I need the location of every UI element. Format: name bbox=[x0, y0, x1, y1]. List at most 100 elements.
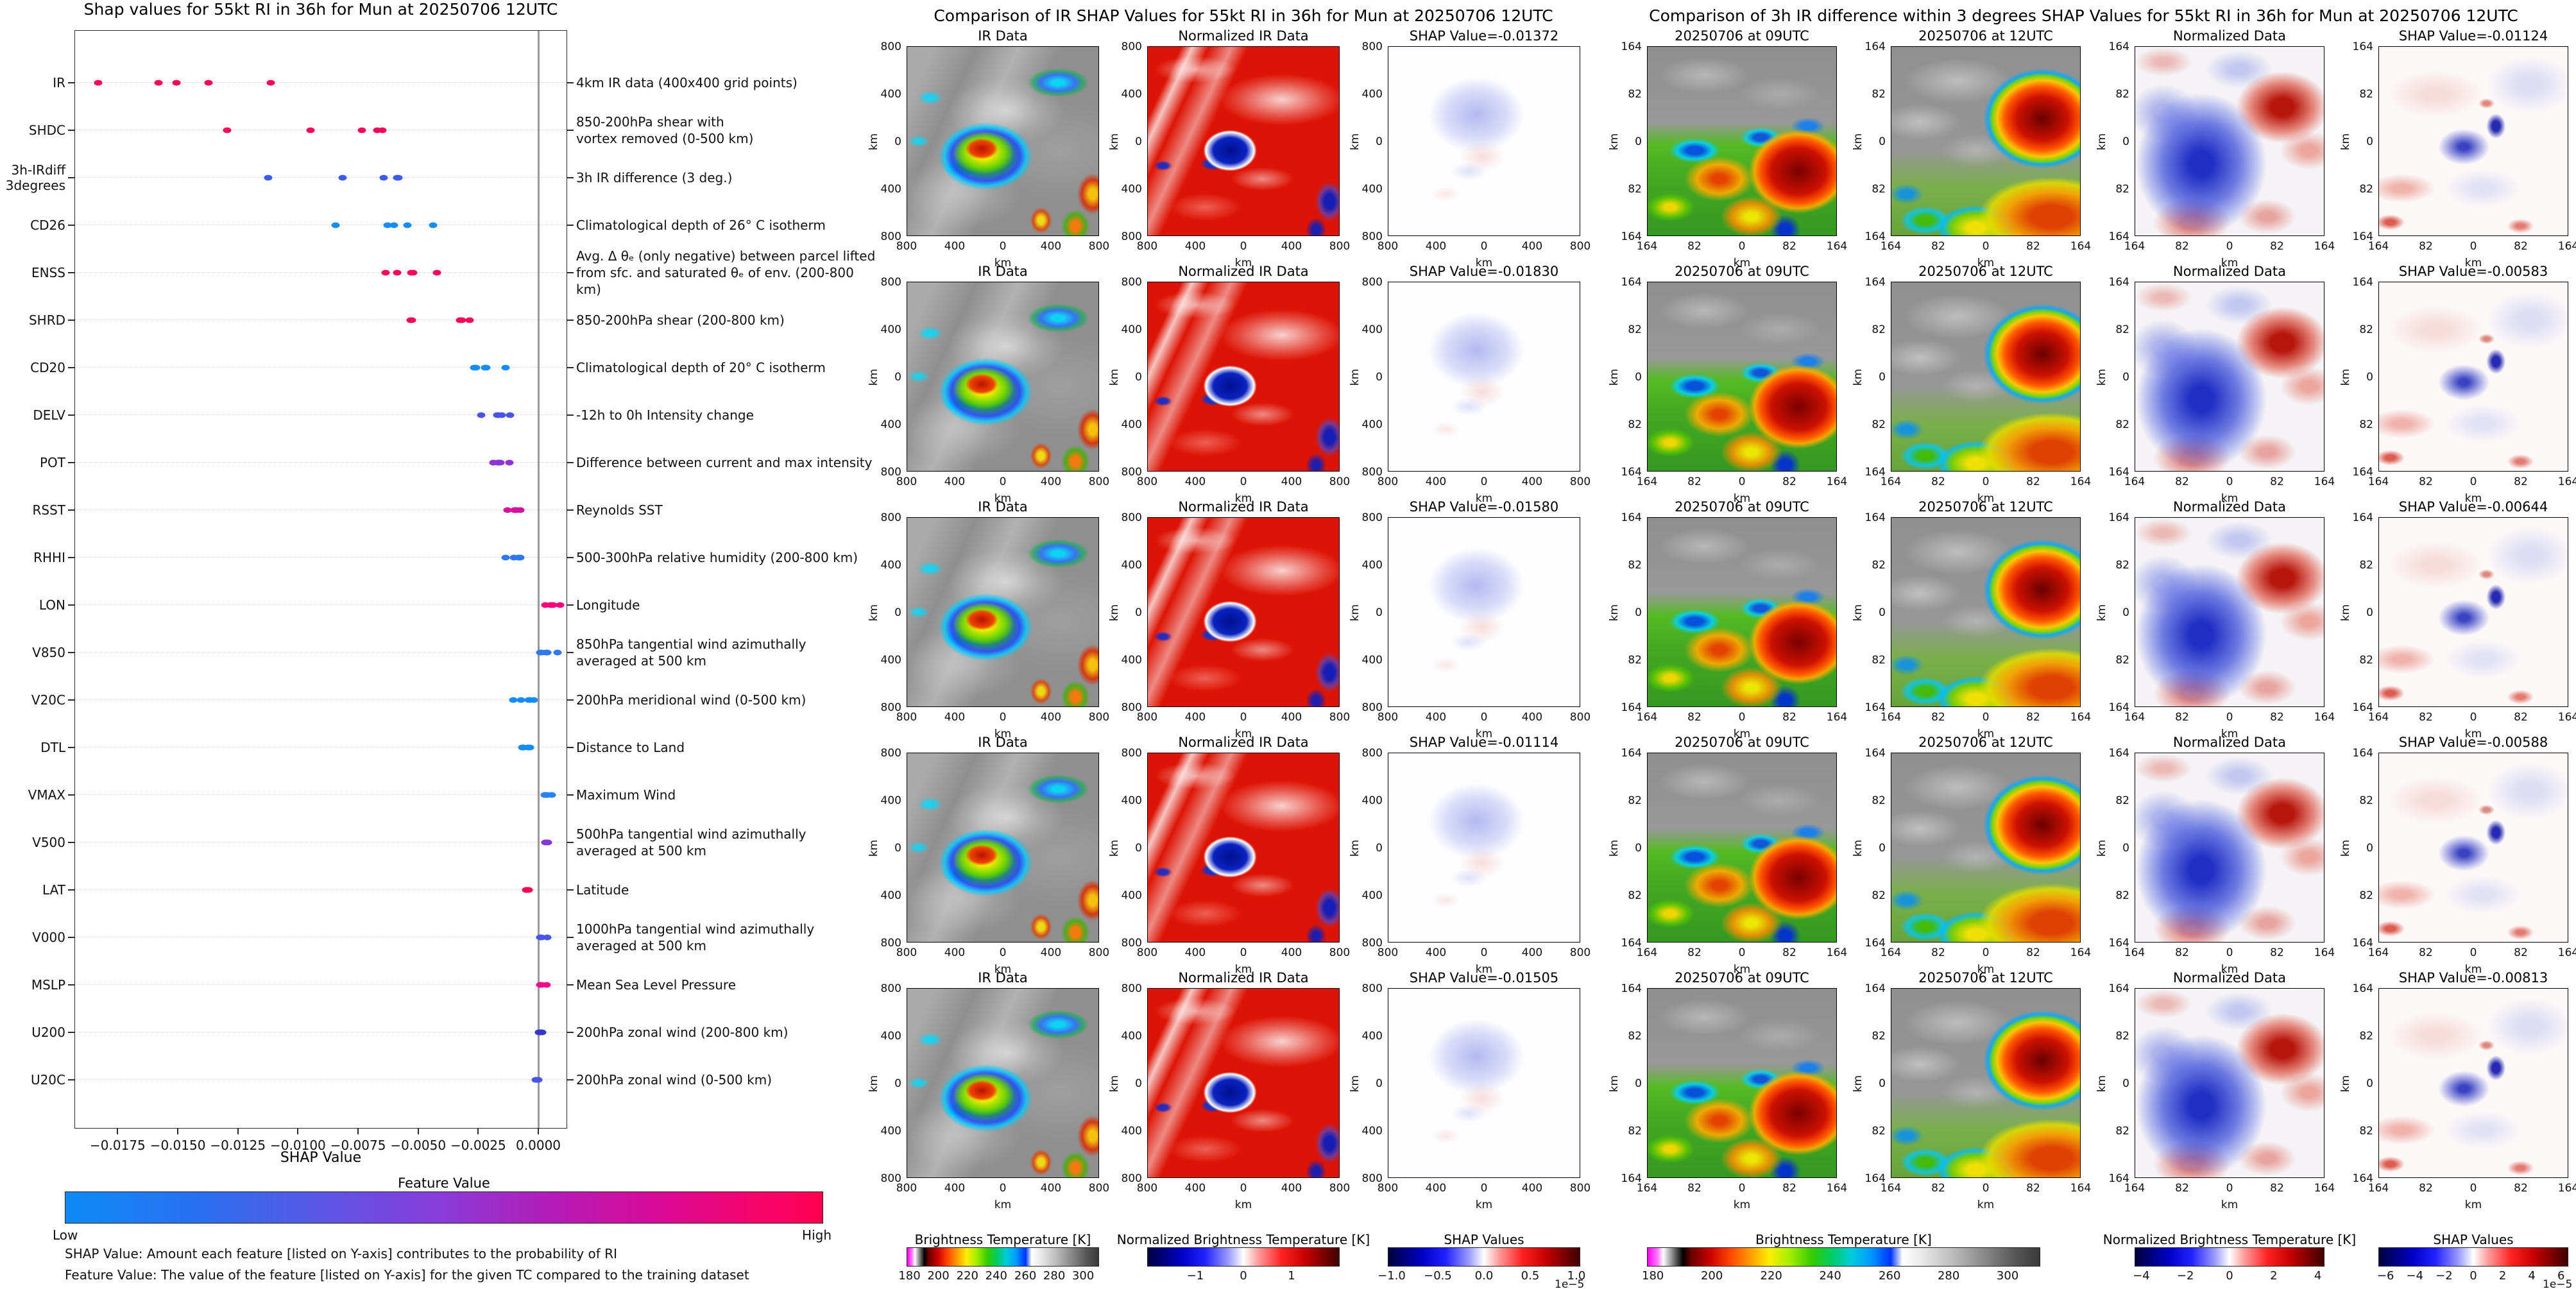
y-tick-label: 164 bbox=[2108, 701, 2129, 714]
x-tick-label: 800 bbox=[1329, 946, 1351, 959]
desc-tick-mark bbox=[567, 604, 574, 606]
x-axis-km-label: km bbox=[2221, 257, 2239, 269]
y-tick-label: 800 bbox=[880, 230, 901, 243]
y-tick-label: 164 bbox=[1621, 40, 1642, 53]
y-tick-label: 800 bbox=[1121, 276, 1142, 289]
x-tick-label: 164 bbox=[2367, 711, 2389, 724]
x-tick-label: −0.0175 bbox=[90, 1138, 146, 1153]
diff-shap-map bbox=[2378, 988, 2568, 1178]
desc-tick-mark bbox=[567, 937, 574, 938]
colorbar-tick-label: 200 bbox=[927, 1269, 950, 1283]
feature-label-DELV: DELV bbox=[33, 407, 65, 423]
y-tick-label: 82 bbox=[1872, 418, 1886, 431]
x-tick-label: 0 bbox=[1240, 240, 1247, 253]
y-tick-label: 0 bbox=[894, 371, 901, 384]
x-tick-label: 164 bbox=[1880, 475, 1902, 488]
x-tick-label: 164 bbox=[1880, 240, 1902, 253]
y-tick-label: 0 bbox=[1135, 842, 1142, 855]
y-tick-label: 82 bbox=[1628, 889, 1642, 902]
x-tick-label: 164 bbox=[1880, 711, 1902, 724]
feature-label-LAT: LAT bbox=[42, 882, 65, 898]
y-tick-label: 800 bbox=[880, 937, 901, 950]
x-tick-label: 400 bbox=[1281, 475, 1302, 488]
y-tick-label: 0 bbox=[1376, 1077, 1383, 1090]
shap-dot bbox=[465, 317, 474, 323]
x-tick-label: 164 bbox=[1826, 1182, 1848, 1195]
feature-desc-U200: 200hPa zonal wind (200-800 km) bbox=[576, 1025, 789, 1040]
subplot-title: 20250706 at 09UTC bbox=[1675, 499, 1809, 515]
y-tick-label: 800 bbox=[1121, 747, 1142, 760]
y-tick-label: 82 bbox=[1628, 794, 1642, 807]
x-tick-label: 164 bbox=[2070, 475, 2092, 488]
y-tick-label: 800 bbox=[1361, 747, 1383, 760]
x-tick-label: 164 bbox=[2070, 1182, 2092, 1195]
normalized-ir-map bbox=[1147, 753, 1340, 943]
x-tick-label: 164 bbox=[2367, 946, 2389, 959]
x-tick-label: 800 bbox=[896, 711, 917, 724]
x-tick-label: 800 bbox=[1569, 475, 1591, 488]
feature-desc-RHHI: 500-300hPa relative humidity (200-800 km… bbox=[576, 550, 858, 565]
x-tick-label: 164 bbox=[2314, 711, 2335, 724]
y-tick-label: 164 bbox=[2352, 276, 2373, 289]
feature-desc-V500: 500hPa tangential wind azimuthally avera… bbox=[576, 826, 806, 858]
x-tick-label: 82 bbox=[2175, 946, 2189, 959]
x-tick-label: 164 bbox=[2124, 946, 2145, 959]
subplot-title: Normalized IR Data bbox=[1178, 264, 1309, 279]
plot-frame bbox=[74, 30, 567, 1129]
x-tick-label: 82 bbox=[2026, 475, 2040, 488]
y-tick-label: 0 bbox=[894, 135, 901, 148]
x-tick-label: 0 bbox=[2226, 1182, 2233, 1195]
y-tick-label: 82 bbox=[1872, 794, 1886, 807]
x-axis-km-label: km bbox=[1234, 492, 1252, 505]
y-tick-mark bbox=[68, 794, 74, 796]
y-tick-label: 164 bbox=[2108, 511, 2129, 524]
desc-tick-mark bbox=[567, 794, 574, 796]
y-tick-label: 400 bbox=[1121, 794, 1142, 807]
y-tick-label: 82 bbox=[1872, 1125, 1886, 1138]
irdiff-shap-group-title: Comparison of 3h IR difference within 3 … bbox=[1649, 6, 2518, 25]
y-tick-label: 0 bbox=[2366, 842, 2373, 855]
feature-desc-LAT: Latitude bbox=[576, 882, 629, 898]
y-tick-mark bbox=[68, 984, 74, 986]
desc-tick-mark bbox=[567, 509, 574, 511]
y-tick-label: 164 bbox=[1621, 230, 1642, 243]
x-tick-mark bbox=[237, 1129, 239, 1134]
shap-dot bbox=[543, 792, 552, 798]
x-tick-label: 82 bbox=[2514, 711, 2528, 724]
y-tick-label: 82 bbox=[2115, 559, 2129, 572]
subplot-title: 20250706 at 12UTC bbox=[1918, 264, 2053, 279]
x-tick-label: −0.0025 bbox=[450, 1138, 506, 1153]
x-tick-label: 400 bbox=[1521, 946, 1543, 959]
colorbar-tick-label: 0.5 bbox=[1521, 1269, 1540, 1283]
x-tick-label: 400 bbox=[1040, 240, 1062, 253]
subplot-title: Normalized Data bbox=[2173, 735, 2286, 750]
x-tick-label: 164 bbox=[2557, 946, 2576, 959]
colorbar-tick-label: −4 bbox=[2133, 1269, 2150, 1283]
shap-dot bbox=[477, 412, 486, 418]
desc-tick-mark bbox=[567, 747, 574, 748]
x-tick-label: 400 bbox=[1184, 946, 1206, 959]
y-tick-label: 800 bbox=[880, 40, 901, 53]
colorbar-low-label: Low bbox=[53, 1227, 78, 1243]
y-tick-label: 0 bbox=[1635, 606, 1642, 619]
shap-dot bbox=[505, 459, 514, 466]
ir-shap-map bbox=[1388, 282, 1580, 472]
y-tick-label: 800 bbox=[1121, 937, 1142, 950]
feature-desc-POT: Difference between current and max inten… bbox=[576, 455, 873, 470]
y-tick-label: 0 bbox=[1635, 1077, 1642, 1090]
shap-dot bbox=[524, 887, 533, 893]
normalized-ir-map bbox=[1147, 46, 1340, 236]
x-axis-km-label: km bbox=[994, 257, 1012, 269]
shap-value-axis-label: SHAP Value bbox=[280, 1150, 362, 1166]
y-tick-label: 0 bbox=[1135, 135, 1142, 148]
y-tick-label: 0 bbox=[2366, 1077, 2373, 1090]
x-axis-km-label: km bbox=[1234, 1199, 1252, 1211]
y-tick-mark bbox=[68, 747, 74, 748]
y-tick-label: 800 bbox=[1361, 982, 1383, 995]
desc-tick-mark bbox=[567, 889, 574, 891]
y-tick-label: 82 bbox=[2359, 794, 2373, 807]
shap-dot bbox=[393, 269, 402, 276]
y-tick-label: 164 bbox=[2352, 511, 2373, 524]
y-tick-label: 400 bbox=[1121, 654, 1142, 667]
shap-dot bbox=[542, 982, 551, 988]
